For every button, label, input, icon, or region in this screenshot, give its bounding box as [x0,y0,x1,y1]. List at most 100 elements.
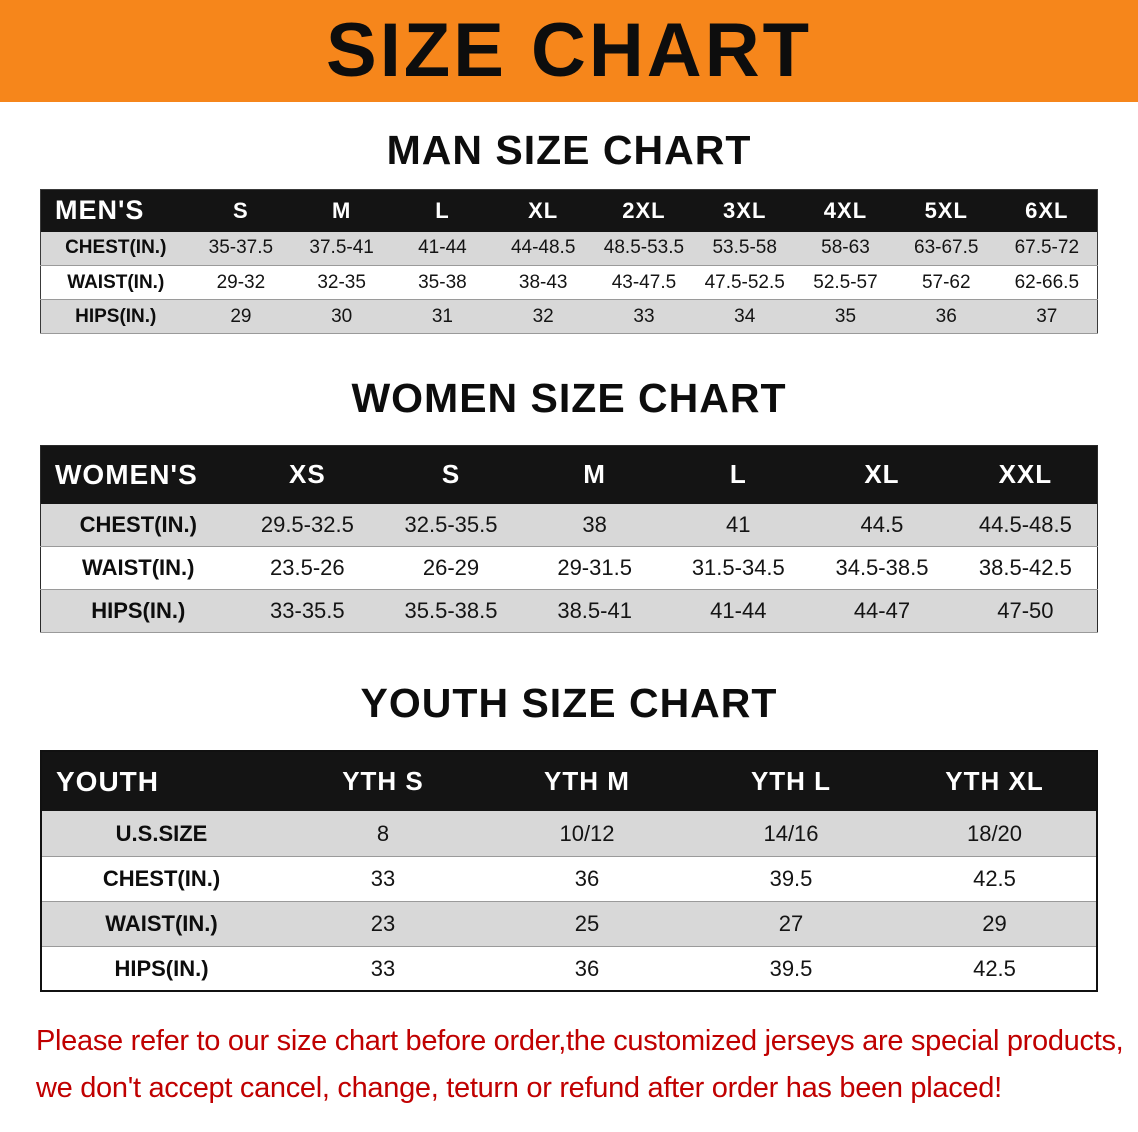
table-row: HIPS(IN.) 33-35.5 35.5-38.5 38.5-41 41-44 44-… [40,589,1098,633]
youth-section-heading: YOUTH SIZE CHART [360,680,778,727]
disclaimer: Please refer to our size chart before or… [0,1018,1138,1112]
table-header-row: WOMEN'S XS S M L XL XXL [40,445,1098,504]
row-label: CHEST(IN.) [65,237,167,259]
row-label: HIPS(IN.) [91,598,186,624]
table-cell: 34.5-38.5 [835,555,929,581]
table-cell: 29-31.5 [557,555,632,581]
table-cell: 8 [376,820,390,846]
table-cell: 42.5 [973,865,1016,891]
table-row: CHEST(IN.) 33 36 39.5 42.5 [41,856,1097,902]
table-row: HIPS(IN.) 29 30 31 32 33 34 35 36 37 [40,299,1098,334]
column-header: XL [864,459,900,490]
table-cell: 35-37.5 [208,237,274,259]
column-header: 6XL [1025,197,1069,223]
table-row: WAIST(IN.) 23 25 27 29 [41,901,1097,947]
table-cell: 31.5-34.5 [691,555,785,581]
table-cell: 53.5-58 [712,237,777,259]
table-cell: 36 [935,305,957,327]
row-label: CHEST(IN.) [102,865,221,891]
column-header: YTH XL [945,766,1044,797]
table-cell: 44-47 [853,598,911,624]
column-header: XS [288,459,326,490]
table-cell: 35-38 [418,271,467,293]
table-cell: 63-67.5 [914,237,979,259]
column-header: 4XL [823,197,868,223]
table-row: WAIST(IN.) 23.5-26 26-29 29-31.5 31.5-34.5 34… [40,546,1098,590]
table-cell: 37.5-41 [309,237,374,259]
table-cell: 25 [574,910,600,936]
table-cell: 33 [370,865,396,891]
column-header: 5XL [924,197,968,223]
men-section: MAN SIZE CHART MEN'S S M L XL 2XL 3XL 4XL 5XL 6XL… [0,127,1138,335]
table-cell: 41-44 [710,598,767,624]
table-corner-label: MEN'S [55,195,145,226]
column-header: S [233,197,249,223]
column-header: YTH S [342,766,424,797]
table-cell: 39.5 [769,955,813,981]
table-cell: 38.5-41 [557,598,632,624]
table-cell: 38-43 [518,271,568,293]
table-row: U.S.SIZE 8 10/12 14/16 18/20 [41,811,1097,857]
table-cell: 58-63 [821,237,870,259]
table-cell: 29 [230,305,252,327]
table-cell: 32.5-35.5 [404,511,498,537]
disclaimer-line-2: we don't accept cancel, change, teturn o… [36,1072,1002,1105]
column-header: S [441,459,461,490]
column-header: 3XL [723,197,767,223]
table-cell: 33 [370,955,396,981]
row-label: WAIST(IN.) [105,910,218,936]
table-cell: 26-29 [422,555,480,581]
column-header: YTH M [544,766,630,797]
table-cell: 27 [778,910,804,936]
table-cell: 14/16 [763,820,819,846]
table-cell: 44-48.5 [510,237,576,259]
table-cell: 44.5-48.5 [978,511,1072,537]
table-cell: 57-62 [921,271,971,293]
table-cell: 38.5-42.5 [978,555,1072,581]
men-size-table: MEN'S S M L XL 2XL 3XL 4XL 5XL 6XL CHEST(IN.) 35-37… [40,189,1098,335]
table-cell: 29.5-32.5 [260,511,354,537]
table-cell: 52.5-57 [813,271,878,293]
table-cell: 41 [726,511,751,537]
row-label: CHEST(IN.) [79,511,197,537]
row-label: WAIST(IN.) [82,555,195,581]
table-cell: 47-50 [997,598,1054,624]
table-cell: 43-47.5 [611,271,677,293]
table-cell: 33-35.5 [270,598,345,624]
table-cell: 38 [582,511,607,537]
table-cell: 32 [532,305,554,327]
table-cell: 29-32 [216,271,266,293]
column-header: XXL [998,459,1053,490]
table-cell: 32-35 [317,271,366,293]
table-cell: 18/20 [966,820,1023,846]
table-cell: 48.5-53.5 [603,237,685,259]
column-header: 2XL [622,197,666,223]
column-header: M [331,197,352,223]
table-row: WAIST(IN.) 29-32 32-35 35-38 38-43 43-47.5 47.… [40,265,1098,300]
table-row: HIPS(IN.) 33 36 39.5 42.5 [41,946,1097,992]
table-row: CHEST(IN.) 29.5-32.5 32.5-35.5 38 41 44.5 44.5… [40,503,1098,547]
table-row: CHEST(IN.) 35-37.5 37.5-41 41-44 44-48.5 48.5… [40,231,1098,266]
table-header-row: YOUTH YTH S YTH M YTH L YTH XL [41,751,1097,812]
table-cell: 39.5 [769,865,813,891]
column-header: XL [528,197,559,223]
row-label: U.S.SIZE [115,820,208,846]
men-section-heading: MAN SIZE CHART [386,127,752,173]
column-header: YTH L [750,766,832,797]
table-cell: 47.5-52.5 [704,271,785,293]
row-label: HIPS(IN.) [75,305,157,327]
women-section-heading: WOMEN SIZE CHART [351,375,787,422]
women-section: WOMEN SIZE CHART WOMEN'S XS S M L XL XXL CHEST(… [0,375,1138,634]
table-cell: 36 [574,955,600,981]
column-header: L [729,459,747,490]
table-cell: 23 [370,910,396,936]
youth-size-table: YOUTH YTH S YTH M YTH L YTH XL U.S.SIZE 8 10/12… [40,750,1098,993]
row-label: WAIST(IN.) [67,271,165,293]
table-cell: 42.5 [973,955,1016,981]
table-cell: 41-44 [418,237,467,259]
table-cell: 44.5 [860,511,904,537]
table-cell: 10/12 [559,820,615,846]
table-cell: 35 [834,305,857,327]
youth-section: YOUTH SIZE CHART YOUTH YTH S YTH M YTH L YTH… [0,680,1138,993]
